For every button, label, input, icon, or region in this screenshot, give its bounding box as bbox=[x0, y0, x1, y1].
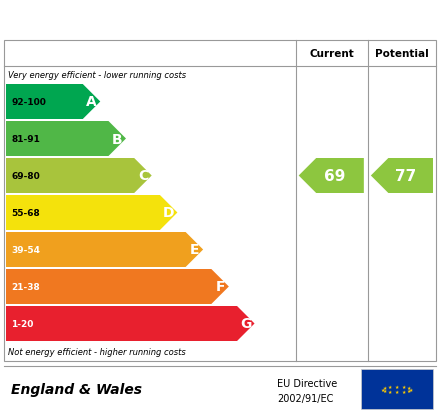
Text: ★: ★ bbox=[395, 384, 399, 389]
Text: Very energy efficient - lower running costs: Very energy efficient - lower running co… bbox=[8, 71, 186, 80]
Polygon shape bbox=[6, 195, 177, 230]
Text: 21-38: 21-38 bbox=[11, 282, 40, 291]
Text: 1-20: 1-20 bbox=[11, 319, 33, 328]
Text: E: E bbox=[190, 243, 199, 257]
Text: 69-80: 69-80 bbox=[11, 171, 40, 180]
Text: ★: ★ bbox=[381, 387, 385, 392]
Text: Not energy efficient - higher running costs: Not energy efficient - higher running co… bbox=[8, 348, 186, 357]
Text: B: B bbox=[112, 132, 123, 146]
Text: ★: ★ bbox=[402, 384, 406, 389]
Text: C: C bbox=[138, 169, 148, 183]
Text: ★: ★ bbox=[395, 389, 399, 394]
Text: Potential: Potential bbox=[375, 49, 429, 59]
Polygon shape bbox=[371, 159, 433, 194]
Text: England & Wales: England & Wales bbox=[11, 382, 142, 396]
Text: F: F bbox=[215, 280, 225, 294]
Polygon shape bbox=[6, 122, 126, 157]
Text: G: G bbox=[240, 317, 252, 331]
Text: Current: Current bbox=[309, 49, 354, 59]
Text: ★: ★ bbox=[402, 389, 406, 394]
Text: 69: 69 bbox=[324, 169, 345, 183]
Bar bbox=[361, 369, 433, 409]
Text: 55-68: 55-68 bbox=[11, 209, 40, 218]
Text: ★: ★ bbox=[407, 388, 411, 393]
Text: ★: ★ bbox=[383, 385, 387, 390]
Text: D: D bbox=[163, 206, 174, 220]
Text: 39-54: 39-54 bbox=[11, 245, 40, 254]
Polygon shape bbox=[6, 159, 152, 194]
Text: ★: ★ bbox=[383, 388, 387, 393]
Polygon shape bbox=[6, 269, 229, 304]
Text: 92-100: 92-100 bbox=[11, 98, 46, 107]
Text: A: A bbox=[86, 95, 97, 109]
Text: EU Directive: EU Directive bbox=[277, 378, 337, 388]
Text: 77: 77 bbox=[395, 169, 416, 183]
Polygon shape bbox=[6, 233, 203, 267]
Polygon shape bbox=[6, 306, 255, 341]
Text: ★: ★ bbox=[388, 384, 392, 389]
Text: ★: ★ bbox=[409, 387, 413, 392]
Polygon shape bbox=[299, 159, 364, 194]
Text: 81-91: 81-91 bbox=[11, 135, 40, 144]
Text: ★: ★ bbox=[388, 389, 392, 394]
Text: Energy Efficiency Rating: Energy Efficiency Rating bbox=[11, 9, 290, 28]
Polygon shape bbox=[6, 85, 100, 120]
Text: ★: ★ bbox=[407, 385, 411, 390]
Text: 2002/91/EC: 2002/91/EC bbox=[277, 393, 334, 403]
